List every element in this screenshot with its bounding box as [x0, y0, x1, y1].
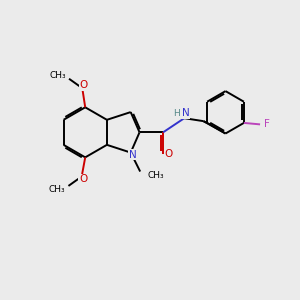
Text: CH₃: CH₃: [148, 171, 164, 180]
Text: N: N: [182, 108, 190, 118]
Text: N: N: [129, 150, 136, 160]
Text: CH₃: CH₃: [49, 185, 65, 194]
Text: O: O: [80, 80, 88, 90]
Text: O: O: [79, 174, 87, 184]
Text: O: O: [164, 149, 172, 159]
Text: F: F: [264, 119, 269, 129]
Text: CH₃: CH₃: [50, 71, 66, 80]
Text: H: H: [173, 109, 179, 118]
